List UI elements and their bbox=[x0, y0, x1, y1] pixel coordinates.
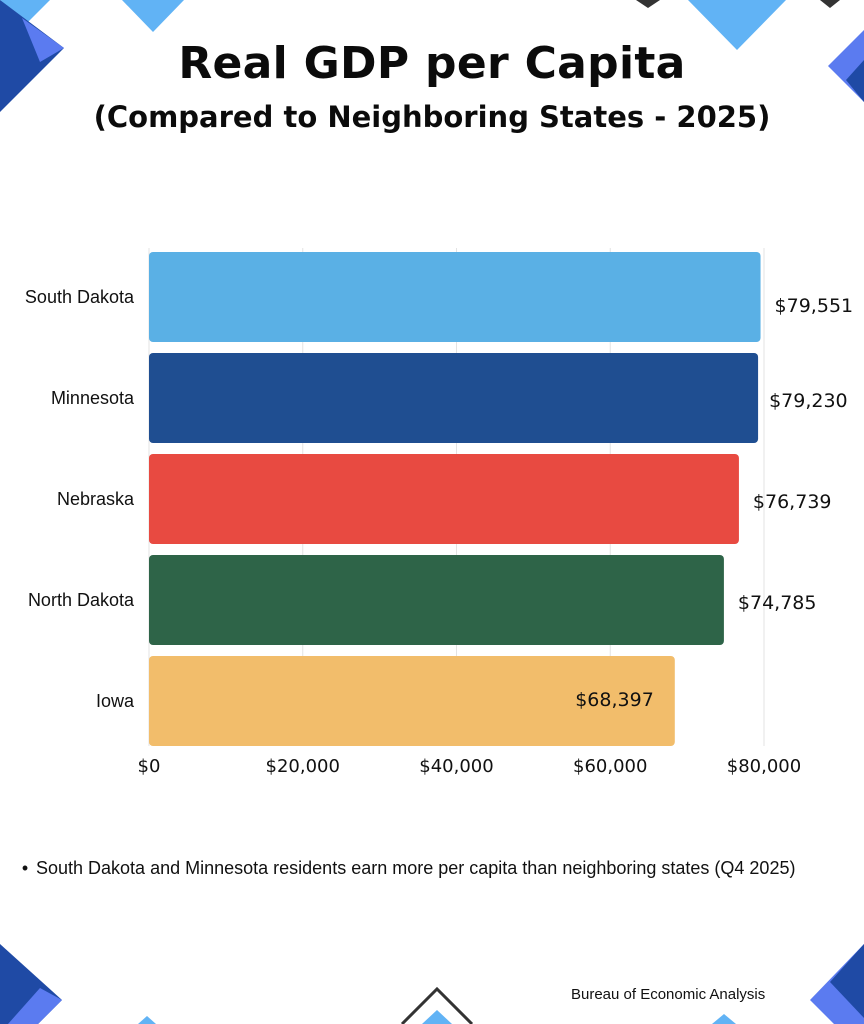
decor-triangle bbox=[0, 0, 50, 25]
value-label: $79,551 bbox=[775, 295, 854, 317]
decor-diamond bbox=[0, 0, 64, 112]
bar-chart: South Dakota Minnesota Nebraska North Dakot… bbox=[25, 248, 853, 777]
decor-diamond bbox=[846, 60, 864, 102]
decor-triangle bbox=[122, 0, 184, 32]
decor-diamond bbox=[22, 18, 64, 62]
bar-nebraska bbox=[149, 454, 739, 544]
bar-iowa bbox=[149, 656, 675, 746]
value-label: $74,785 bbox=[738, 592, 817, 614]
value-label: $68,397 bbox=[575, 689, 654, 711]
decor-triangle bbox=[688, 0, 786, 50]
category-label: Minnesota bbox=[51, 388, 135, 408]
value-label: $79,230 bbox=[769, 390, 848, 412]
category-label: Iowa bbox=[96, 691, 135, 711]
value-labels: $79,551 $79,230 $76,739 $74,785 $68,397 bbox=[575, 295, 853, 711]
decor-diamond bbox=[8, 988, 62, 1024]
category-label: North Dakota bbox=[28, 590, 135, 610]
x-tick-label: $60,000 bbox=[573, 756, 647, 777]
bar-north-dakota bbox=[149, 555, 724, 645]
decor-triangle bbox=[422, 1010, 452, 1024]
bar-south-dakota bbox=[149, 252, 761, 342]
x-tick-label: $80,000 bbox=[727, 756, 801, 777]
bullet-icon: • bbox=[21, 858, 29, 878]
decor-chevron-outline bbox=[400, 986, 474, 1024]
page-title: Real GDP per Capita bbox=[178, 38, 686, 89]
x-axis-ticks: $0 $20,000 $40,000 $60,000 $80,000 bbox=[138, 756, 802, 777]
x-tick-label: $20,000 bbox=[266, 756, 340, 777]
footnote-text: South Dakota and Minnesota residents ear… bbox=[36, 858, 796, 878]
decor-triangle bbox=[138, 1016, 156, 1024]
category-label: South Dakota bbox=[25, 287, 135, 307]
page-subtitle: (Compared to Neighboring States - 2025) bbox=[93, 100, 771, 134]
decor-triangle bbox=[712, 1014, 736, 1024]
bar-minnesota bbox=[149, 353, 759, 443]
bars bbox=[149, 252, 761, 746]
category-label: Nebraska bbox=[57, 489, 135, 509]
x-tick-label: $0 bbox=[138, 756, 161, 777]
category-labels: South Dakota Minnesota Nebraska North Dakot… bbox=[25, 287, 135, 711]
decor-chevron bbox=[820, 0, 840, 8]
footnote: • South Dakota and Minnesota residents e… bbox=[14, 858, 854, 879]
x-tick-label: $40,000 bbox=[419, 756, 493, 777]
decor-diamond bbox=[830, 944, 864, 1018]
source-credit: Bureau of Economic Analysis bbox=[571, 986, 766, 1003]
value-label: $76,739 bbox=[753, 491, 832, 513]
decor-chevron bbox=[636, 0, 660, 8]
